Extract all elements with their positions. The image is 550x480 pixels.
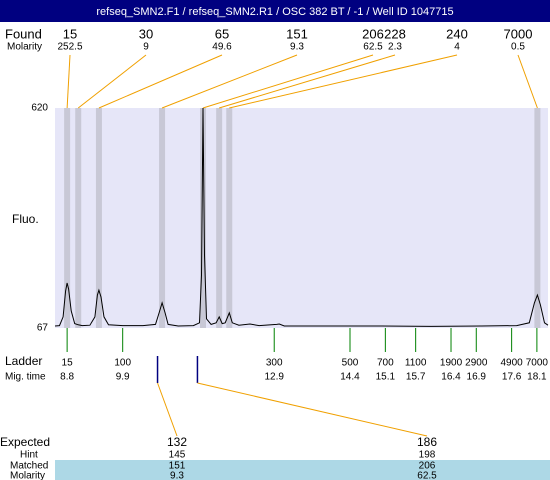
ladder-size: 15: [62, 358, 74, 369]
found-connector: [219, 54, 396, 109]
ladder-time: 16.9: [467, 372, 487, 383]
matched-molarity: 62.5: [417, 471, 437, 480]
ladder-time: 16.4: [441, 372, 461, 383]
ladder-time: 15.1: [376, 372, 396, 383]
title: refseq_SMN2.F1 / refseq_SMN2.R1 / OSC 38…: [96, 6, 453, 18]
y-tick-label: 67: [37, 323, 49, 334]
found-connector: [202, 54, 374, 109]
hint-label: Hint: [20, 450, 38, 461]
matched-rows: [55, 460, 550, 480]
ladder-size: 500: [342, 358, 359, 369]
found-molarity: 252.5: [57, 42, 82, 53]
found-size: 15: [63, 26, 77, 41]
matched-molarity: 9.3: [170, 471, 184, 480]
found-molarity: 62.5: [363, 42, 383, 53]
found-molarity: 49.6: [212, 42, 232, 53]
ladder-size: 1900: [440, 358, 463, 369]
ladder-time: 17.6: [502, 372, 522, 383]
peak-band: [95, 108, 102, 328]
molarity-label: Molarity: [10, 471, 45, 480]
ladder-time: 18.1: [527, 372, 547, 383]
found-connector: [66, 54, 71, 109]
peak-band: [200, 108, 207, 328]
found-molarity: 9.3: [290, 42, 304, 53]
found-molarity: 9: [143, 42, 149, 53]
matched-size: 206: [419, 461, 436, 472]
mig-time-label: Mig. time: [5, 372, 46, 383]
ladder-time: 15.7: [406, 372, 426, 383]
hint-size: 198: [419, 450, 436, 461]
expected-connector: [157, 382, 178, 437]
ladder-size: 4900: [501, 358, 524, 369]
matched-label: Matched: [10, 461, 48, 472]
found-molarity: 2.3: [388, 42, 402, 53]
found-connector: [77, 54, 147, 109]
found-size: 65: [215, 26, 229, 41]
ladder-time: 8.8: [60, 372, 74, 383]
ladder-size: 7000: [526, 358, 549, 369]
found-connector: [161, 54, 298, 109]
ladder-label: Ladder: [5, 354, 42, 368]
y-tick-label: 620: [31, 103, 48, 114]
expected-size: 186: [417, 435, 437, 449]
matched-size: 151: [169, 461, 186, 472]
y-label: Fluo.: [12, 212, 39, 226]
found-size: 206: [362, 26, 384, 41]
ladder-time: 12.9: [264, 372, 284, 383]
ladder-time: 9.9: [116, 372, 130, 383]
found-molarity: 4: [454, 42, 460, 53]
found-size: 240: [446, 26, 468, 41]
ladder-time: 14.4: [340, 372, 360, 383]
expected-size: 132: [167, 435, 187, 449]
peak-band: [534, 108, 541, 328]
peak-band: [159, 108, 166, 328]
found-size: 30: [139, 26, 153, 41]
ladder-size: 700: [377, 358, 394, 369]
expected-connector: [197, 382, 428, 437]
title-bar: [0, 0, 550, 22]
trace: [54, 107, 549, 327]
plot-area: [55, 108, 548, 328]
found-size: 151: [286, 26, 308, 41]
found-connector: [229, 54, 458, 109]
found-connector: [517, 54, 538, 109]
hint-size: 145: [169, 450, 186, 461]
molarity-label: Molarity: [7, 42, 42, 53]
found-size: 7000: [504, 26, 533, 41]
ladder-size: 1100: [405, 358, 427, 369]
peak-band: [75, 108, 82, 328]
found-size: 228: [384, 26, 406, 41]
expected-label: Expected: [0, 435, 50, 449]
peak-band: [216, 108, 223, 328]
found-label: Found: [5, 26, 42, 41]
peak-band: [64, 108, 71, 328]
ladder-size: 2900: [465, 358, 488, 369]
peak-band: [226, 108, 233, 328]
found-molarity: 0.5: [511, 42, 525, 53]
ladder-size: 300: [266, 358, 283, 369]
ladder-size: 100: [114, 358, 131, 369]
found-connector: [98, 54, 223, 109]
